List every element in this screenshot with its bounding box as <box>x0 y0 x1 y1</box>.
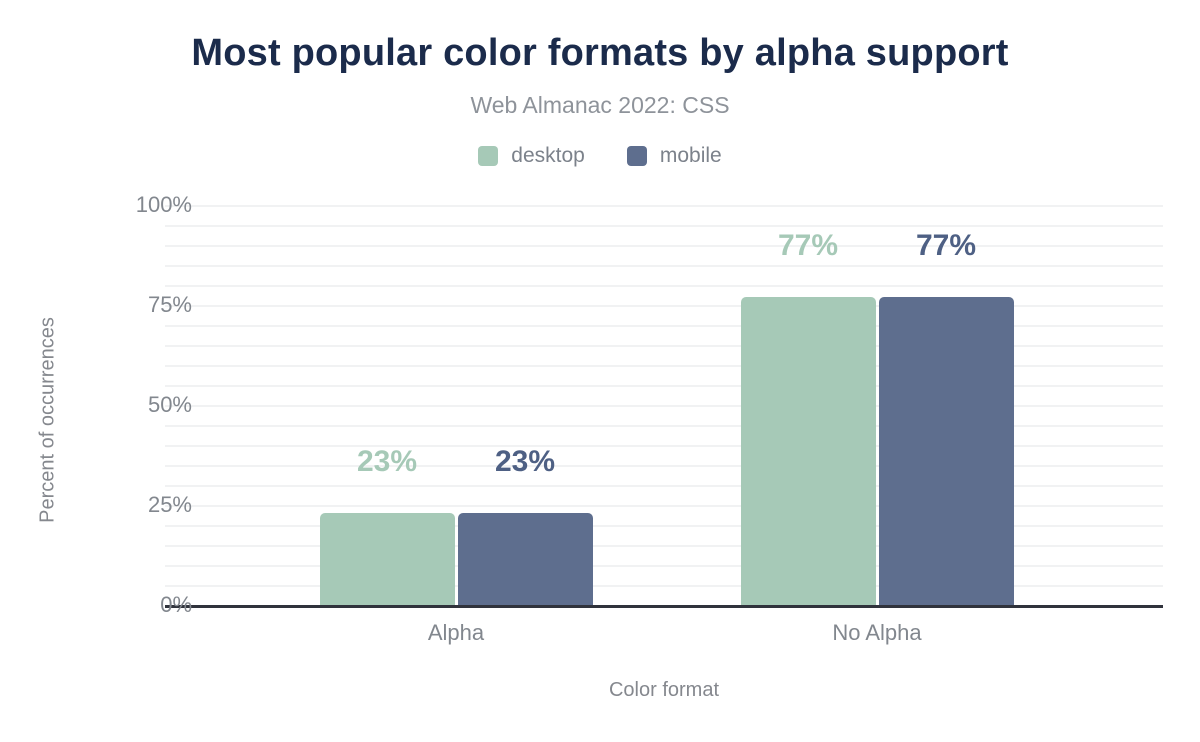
value-label-desktop-no-alpha: 77% <box>777 229 839 262</box>
legend-label: mobile <box>659 144 722 167</box>
value-label-desktop-alpha: 23% <box>356 445 418 478</box>
y-tick-label: 75% <box>147 292 192 317</box>
legend-item-mobile: mobile <box>626 144 722 168</box>
y-axis-title: Percent of occurrences <box>36 317 59 523</box>
value-label-mobile-no-alpha: 77% <box>915 229 977 262</box>
legend-label: desktop <box>511 144 585 167</box>
y-tick-label: 0% <box>160 592 192 617</box>
x-tick-label: No Alpha <box>832 620 922 645</box>
bar-desktop-alpha <box>319 513 455 605</box>
legend-swatch-icon <box>626 146 647 166</box>
legend-item-desktop: desktop <box>478 144 585 168</box>
value-label-mobile-alpha: 23% <box>494 445 556 478</box>
plot-area: 23% 23% 77% 77% <box>165 205 1163 608</box>
legend: desktop mobile <box>0 144 1200 168</box>
legend-swatch-icon <box>478 146 499 166</box>
x-tick-label: Alpha <box>427 620 485 645</box>
plot-region: 23% 23% 77% 77% <box>165 205 1163 608</box>
y-tick-label: 100% <box>135 192 192 217</box>
chart-subtitle: Web Almanac 2022: CSS <box>470 92 730 118</box>
bar-desktop-no-alpha <box>740 297 876 605</box>
x-axis-title: Color format <box>608 679 720 701</box>
bar-mobile-no-alpha <box>878 297 1014 605</box>
chart-title: Most popular color formats by alpha supp… <box>191 32 1009 74</box>
bar-mobile-alpha <box>457 513 593 605</box>
y-tick-label: 25% <box>147 492 192 517</box>
y-tick-label: 50% <box>147 392 192 417</box>
